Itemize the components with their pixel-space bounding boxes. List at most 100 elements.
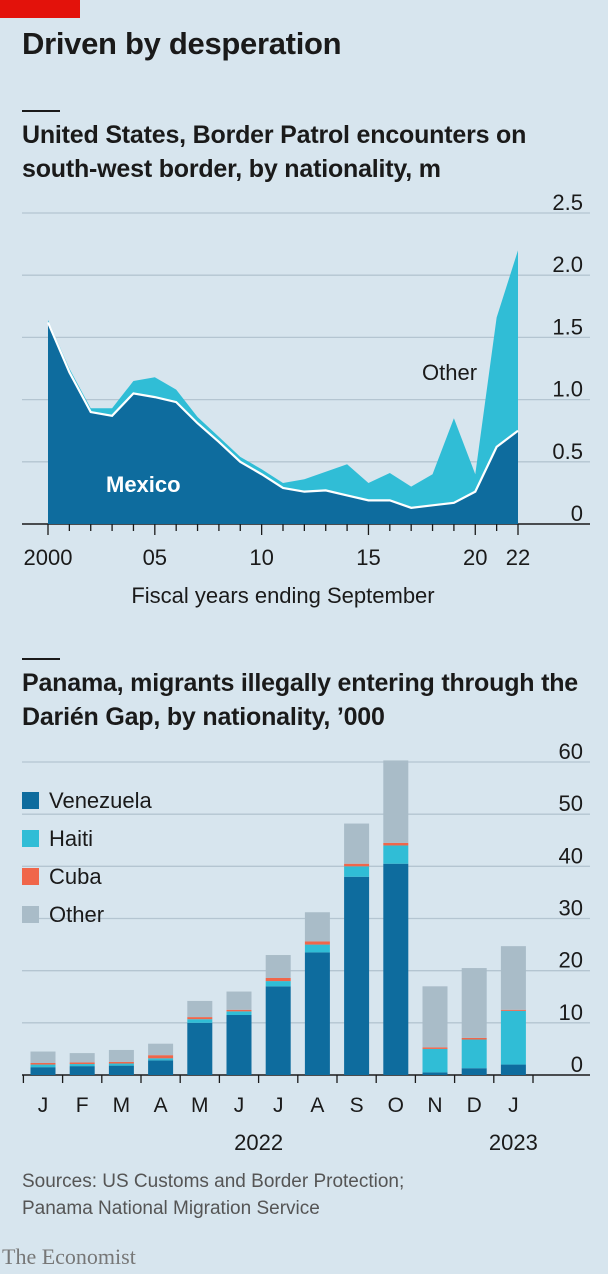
year-label-2022: 2022: [234, 1130, 283, 1155]
bar-cuba-2: [69, 1062, 95, 1065]
chart1-x-axis-label: Fiscal years ending September: [131, 583, 434, 608]
bar-haiti-3: [108, 1063, 134, 1066]
chart1-y-tick-label: 2.0: [552, 252, 583, 277]
chart2-y-tick-label: 30: [559, 896, 583, 921]
bar-cuba-11: [422, 1047, 448, 1049]
bar-venezuela-9: [344, 876, 370, 1075]
bar-venezuela-2: [69, 1066, 95, 1075]
chart2-x-tick-label: F: [76, 1094, 89, 1117]
bar-haiti-2: [69, 1064, 95, 1067]
chart1-areas: [46, 250, 519, 524]
bar-other-10: [383, 760, 409, 843]
bar-venezuela-6: [226, 1015, 252, 1075]
brand-wordmark: The Economist: [2, 1244, 136, 1269]
legend-label-cuba: Cuba: [49, 864, 102, 889]
chart2-y-tick-label: 20: [559, 948, 583, 973]
chart2-x-tick-label: J: [508, 1094, 519, 1117]
bar-haiti-10: [383, 845, 409, 864]
chart2-y-tick-label: 40: [559, 843, 583, 868]
bar-cuba-3: [108, 1061, 134, 1064]
bar-venezuela-12: [461, 1068, 487, 1075]
chart2-y-tick-label: 50: [559, 791, 583, 816]
chart2-x-tick-label: N: [427, 1094, 442, 1117]
bar-haiti-1: [30, 1064, 56, 1068]
legend-label-other: Other: [49, 902, 104, 927]
chart2-rule: [22, 658, 60, 660]
bar-other-8: [304, 912, 330, 942]
sources-line-1: Sources: US Customs and Border Protectio…: [22, 1171, 405, 1192]
sources-line-2: Panama National Migration Service: [22, 1198, 320, 1219]
bar-other-7: [265, 955, 291, 978]
bar-cuba-10: [383, 842, 409, 846]
legend-label-haiti: Haiti: [49, 826, 93, 851]
bar-other-6: [226, 991, 252, 1010]
chart2-y-ticks: 0 10 20 30 40 50 60: [559, 739, 583, 1077]
bar-cuba-8: [304, 941, 330, 945]
chart2-x-tick-label: M: [191, 1094, 209, 1117]
mexico-boundary-line: [46, 322, 519, 509]
bar-cuba-12: [461, 1037, 487, 1040]
area-mexico: [48, 322, 518, 524]
bar-other-2: [69, 1053, 95, 1063]
headline: Driven by desperation: [22, 26, 342, 61]
brand-red-tab: [0, 0, 80, 18]
chart2-x-tick-label: A: [154, 1094, 168, 1117]
bar-other-4: [148, 1043, 174, 1056]
bar-venezuela-5: [187, 1022, 213, 1075]
bar-haiti-8: [304, 944, 330, 953]
bar-haiti-7: [265, 981, 291, 987]
bar-other-13: [500, 946, 526, 1010]
bar-cuba-7: [265, 977, 291, 982]
chart1-x-tick-label: 22: [506, 545, 530, 570]
chart1-x-tick-label: 15: [356, 545, 380, 570]
chart1-x-tick-label: 05: [143, 545, 167, 570]
legend-swatch-venezuela: [22, 792, 39, 809]
chart2-title: Panama, migrants illegally entering thro…: [22, 669, 578, 731]
bar-venezuela-1: [30, 1067, 56, 1075]
chart2-legend: Venezuela Haiti Cuba Other: [22, 788, 153, 927]
bar-haiti-5: [187, 1019, 213, 1023]
chart2-y-tick-label: 0: [571, 1052, 583, 1077]
chart2-x-tick-label: O: [388, 1094, 404, 1117]
bar-haiti-11: [422, 1048, 448, 1073]
border-patrol-area-chart: 0 0.5 1.0 1.5 2.0 2.5 2000 05 10 15 20 22 Mexico O…: [22, 190, 590, 608]
sources-note: Sources: US Customs and Border Protectio…: [22, 1168, 404, 1222]
bar-haiti-12: [461, 1039, 487, 1069]
bar-haiti-9: [344, 866, 370, 877]
bar-venezuela-3: [108, 1065, 134, 1075]
bar-haiti-6: [226, 1011, 252, 1016]
chart2-y-tick-label: 10: [559, 1000, 583, 1025]
chart2-x-tick-label: A: [310, 1094, 324, 1117]
bar-venezuela-13: [500, 1064, 526, 1075]
bar-venezuela-4: [148, 1060, 174, 1075]
chart2-bars: [30, 760, 526, 1075]
bar-other-12: [461, 968, 487, 1038]
bar-haiti-4: [148, 1058, 174, 1061]
bar-other-1: [30, 1051, 56, 1064]
bar-other-11: [422, 986, 448, 1048]
bar-haiti-13: [500, 1010, 526, 1065]
bar-cuba-9: [344, 863, 370, 867]
chart1-y-tick-label: 1.0: [552, 377, 583, 402]
bar-venezuela-11: [422, 1072, 448, 1075]
bar-other-3: [108, 1049, 134, 1062]
bar-venezuela-10: [383, 863, 409, 1075]
chart2-x-tick-label: S: [350, 1094, 364, 1117]
chart2-y-tick-label: 60: [559, 739, 583, 764]
legend-swatch-other: [22, 906, 39, 923]
chart2-x-tick-label: J: [38, 1094, 49, 1117]
chart1-y-tick-label: 0.5: [552, 439, 583, 464]
bar-cuba-5: [187, 1017, 213, 1020]
legend-label-venezuela: Venezuela: [49, 788, 153, 813]
chart1-rule: [22, 110, 60, 112]
bar-cuba-6: [226, 1009, 252, 1012]
chart1-y-tick-label: 1.5: [552, 314, 583, 339]
bar-other-9: [344, 823, 370, 864]
chart1-title: United States, Border Patrol encounters …: [22, 121, 527, 183]
bar-venezuela-8: [304, 952, 330, 1075]
chart1-x-tick-label: 20: [463, 545, 487, 570]
bar-cuba-4: [148, 1055, 174, 1059]
legend-swatch-haiti: [22, 830, 39, 847]
